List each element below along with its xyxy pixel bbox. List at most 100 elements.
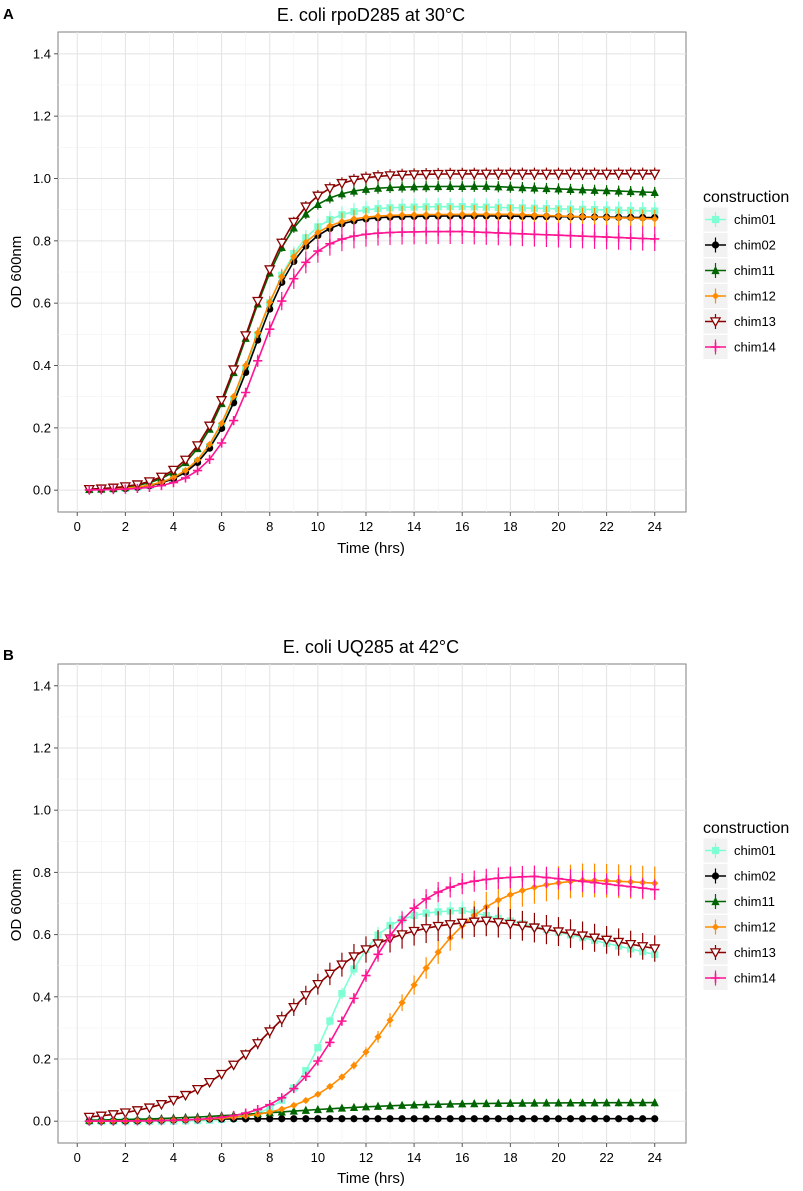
data-point — [458, 1115, 466, 1123]
x-tick-label: 24 — [647, 519, 661, 534]
x-tick-label: 4 — [170, 519, 177, 534]
chart-title: E. coli rpoD285 at 30°C — [277, 5, 465, 25]
data-point — [482, 210, 490, 218]
legend-key-marker — [709, 317, 722, 328]
x-tick-label: 22 — [599, 1150, 613, 1165]
data-point — [518, 211, 526, 219]
data-point — [480, 916, 493, 927]
data-point — [590, 1115, 599, 1123]
data-point — [350, 1115, 358, 1123]
data-point — [120, 1116, 130, 1126]
data-point — [627, 1115, 635, 1123]
data-point — [385, 182, 395, 192]
legend-label: chim12 — [734, 289, 776, 304]
data-point — [374, 1033, 382, 1041]
data-point — [553, 230, 564, 240]
y-tick-label: 1.0 — [33, 803, 51, 818]
series-chim13 — [83, 167, 661, 496]
data-point — [470, 1099, 479, 1108]
legend-label: chim14 — [734, 971, 776, 986]
data-point — [325, 1104, 334, 1113]
x-tick-label: 10 — [311, 1150, 325, 1165]
data-point — [614, 880, 624, 890]
data-point — [288, 1002, 300, 1014]
data-point — [205, 440, 214, 449]
x-tick-label: 14 — [407, 519, 421, 534]
x-tick-label: 8 — [266, 519, 273, 534]
data-point — [444, 920, 456, 931]
legend-label: chim13 — [734, 945, 776, 960]
data-point — [457, 879, 467, 889]
data-point — [578, 185, 587, 194]
data-point — [530, 1115, 539, 1123]
data-point — [239, 1050, 252, 1061]
data-point — [638, 233, 648, 244]
data-point — [578, 1098, 587, 1107]
data-point — [278, 272, 286, 281]
data-point — [590, 185, 599, 194]
data-point — [215, 396, 228, 407]
data-point — [494, 1115, 502, 1123]
data-point — [96, 485, 106, 495]
y-tick-label: 0.2 — [33, 1052, 51, 1067]
data-point — [410, 182, 419, 191]
legend-key-marker — [711, 265, 720, 275]
data-point — [470, 1115, 478, 1123]
data-point — [516, 169, 529, 180]
data-point — [589, 232, 600, 242]
data-point — [361, 184, 371, 193]
data-point — [432, 169, 444, 181]
legend-key-marker — [711, 292, 720, 300]
data-point — [276, 238, 288, 249]
data-point — [313, 1104, 322, 1114]
data-point — [385, 1101, 395, 1110]
data-point — [107, 1110, 120, 1121]
y-tick-label: 0.4 — [33, 989, 51, 1004]
x-axis-label: Time (hrs) — [337, 1170, 405, 1187]
data-point — [301, 1105, 310, 1114]
legend-label: chim01 — [734, 843, 776, 858]
legend-title: construction — [703, 189, 789, 206]
data-point — [266, 298, 274, 306]
data-point — [373, 1101, 383, 1110]
data-point — [517, 229, 527, 239]
data-point — [481, 874, 491, 885]
data-point — [650, 884, 660, 895]
y-tick-label: 0.0 — [33, 483, 51, 498]
data-point — [554, 1115, 563, 1123]
data-point — [492, 918, 505, 929]
data-point — [337, 189, 347, 198]
data-point — [218, 419, 226, 427]
data-point — [265, 1100, 275, 1110]
data-point — [397, 915, 407, 925]
data-point — [470, 181, 479, 190]
data-point — [457, 226, 467, 237]
data-point — [336, 960, 348, 971]
data-point — [639, 215, 647, 223]
data-point — [325, 193, 334, 202]
data-point — [241, 387, 251, 398]
data-point — [518, 183, 527, 192]
data-point — [302, 1096, 310, 1105]
x-tick-label: 16 — [455, 1150, 469, 1165]
data-point — [349, 186, 359, 195]
data-point — [542, 1115, 551, 1123]
data-point — [409, 227, 419, 237]
data-point — [422, 909, 430, 917]
data-point — [242, 361, 250, 369]
data-point — [458, 1099, 467, 1108]
data-point — [649, 169, 661, 180]
data-point — [302, 238, 310, 246]
data-point — [179, 1090, 192, 1102]
data-point — [420, 170, 432, 181]
panel-letter: A — [3, 6, 14, 23]
data-point — [446, 1115, 454, 1123]
data-point — [470, 210, 478, 218]
data-point — [144, 482, 155, 492]
data-point — [434, 181, 443, 191]
y-tick-label: 1.0 — [33, 171, 51, 186]
data-point — [614, 186, 623, 195]
x-tick-label: 18 — [503, 519, 517, 534]
data-point — [554, 212, 563, 220]
data-point — [516, 921, 529, 932]
